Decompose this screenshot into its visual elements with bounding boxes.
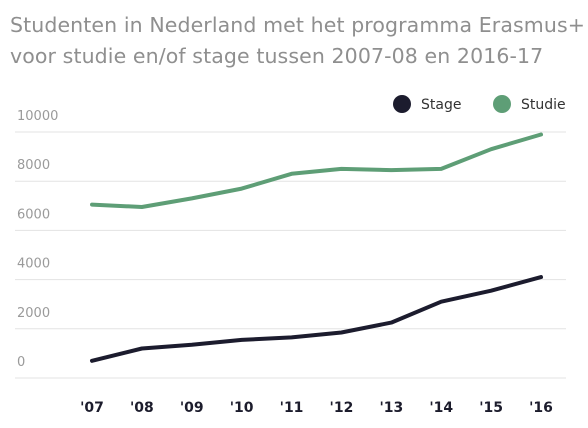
- x-tick-label: '08: [130, 400, 154, 416]
- y-tick-label: 2000: [17, 306, 50, 321]
- chart-title: Studenten in Nederland met het programma…: [10, 10, 585, 72]
- chart-title-line1: Studenten in Nederland met het programma…: [10, 13, 585, 37]
- legend-label-stage: Stage: [421, 97, 461, 113]
- x-tick-label: '11: [280, 400, 304, 416]
- y-tick-label: 10000: [17, 109, 58, 124]
- x-tick-label: '07: [80, 400, 104, 416]
- x-tick-label: '10: [230, 400, 254, 416]
- x-tick-label: '13: [379, 400, 403, 416]
- x-tick-label: '14: [429, 400, 453, 416]
- y-tick-label: 4000: [17, 257, 50, 272]
- x-tick-label: '12: [330, 400, 354, 416]
- legend-marker-studie: [493, 95, 511, 113]
- legend: Stage Studie: [393, 95, 566, 113]
- x-tick-label: '09: [180, 400, 204, 416]
- series-line-stage: [90, 275, 543, 363]
- y-axis: 10000 8000 6000 4000 2000 0: [17, 109, 58, 370]
- x-tick-label: '16: [529, 400, 553, 416]
- legend-label-studie: Studie: [521, 97, 566, 113]
- series-lines: [90, 132, 543, 363]
- x-tick-label: '15: [479, 400, 503, 416]
- y-tick-label: 0: [17, 355, 25, 370]
- y-tick-label: 6000: [17, 207, 50, 222]
- legend-marker-stage: [393, 95, 411, 113]
- y-tick-label: 8000: [17, 158, 50, 173]
- x-axis: '07 '08 '09 '10 '11 '12 '13 '14 '15 '16: [80, 400, 553, 416]
- chart-title-line2: voor studie en/of stage tussen 2007-08 e…: [10, 44, 544, 68]
- gridlines: [15, 131, 566, 379]
- series-line-studie: [90, 132, 543, 209]
